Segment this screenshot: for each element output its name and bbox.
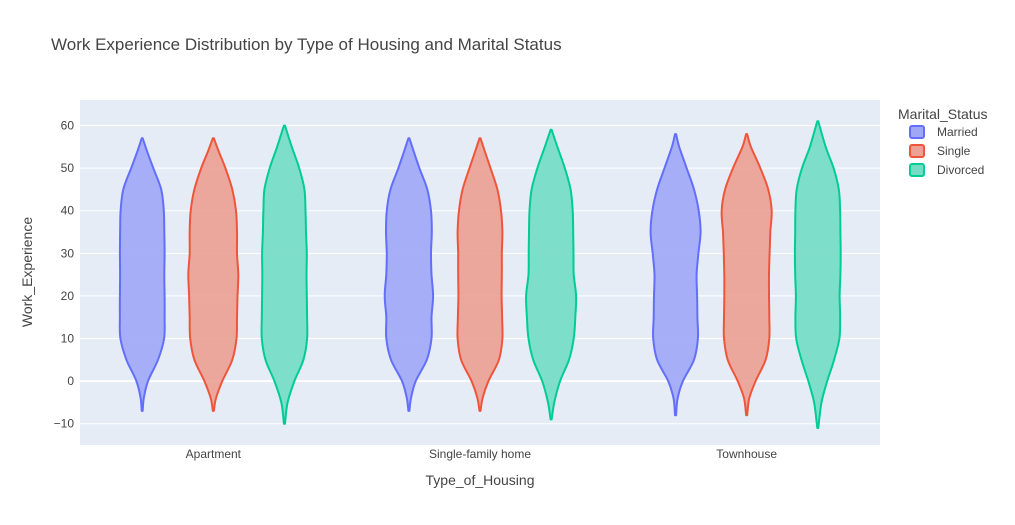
x-tick-labels: Apartment Single-family home Townhouse <box>186 447 778 461</box>
legend-label[interactable]: Married <box>937 125 978 139</box>
x-axis-title: Type_of_Housing <box>426 472 535 488</box>
legend-swatch[interactable] <box>909 144 925 158</box>
x-tick-label: Townhouse <box>716 447 777 461</box>
y-tick-labels: −10 0 10 20 30 40 50 60 <box>54 119 75 431</box>
chart-title: Work Experience Distribution by Type of … <box>51 35 562 54</box>
y-axis-title: Work_Experience <box>19 217 35 327</box>
violin-married-apartment <box>118 137 166 412</box>
legend: Marital_Status Married Single Divorced <box>898 106 987 177</box>
violin-single-apartment <box>187 137 240 412</box>
x-tick-label: Apartment <box>186 447 242 461</box>
violin-married-townhouse <box>649 133 702 417</box>
x-tick-label: Single-family home <box>429 447 531 461</box>
violin-divorced-townhouse <box>793 120 842 429</box>
y-tick-label: −10 <box>54 417 75 431</box>
legend-swatch[interactable] <box>909 125 925 139</box>
y-tick-label: 40 <box>61 204 75 218</box>
violin-divorced-single-family-home <box>525 128 578 421</box>
y-tick-label: 10 <box>61 332 75 346</box>
legend-swatch[interactable] <box>909 163 925 177</box>
legend-title: Marital_Status <box>898 106 987 122</box>
y-tick-label: 20 <box>61 289 75 303</box>
y-tick-label: 30 <box>61 246 75 260</box>
violin-married-single-family-home <box>383 137 435 412</box>
y-tick-label: 50 <box>61 161 75 175</box>
legend-label[interactable]: Single <box>937 144 971 158</box>
y-tick-label: 60 <box>61 119 75 133</box>
violin-single-townhouse <box>720 133 773 417</box>
legend-label[interactable]: Divorced <box>937 163 984 177</box>
violin-single-single-family-home <box>456 137 504 412</box>
violins <box>118 120 842 429</box>
violin-divorced-apartment <box>260 124 309 425</box>
y-tick-label: 0 <box>67 374 74 388</box>
